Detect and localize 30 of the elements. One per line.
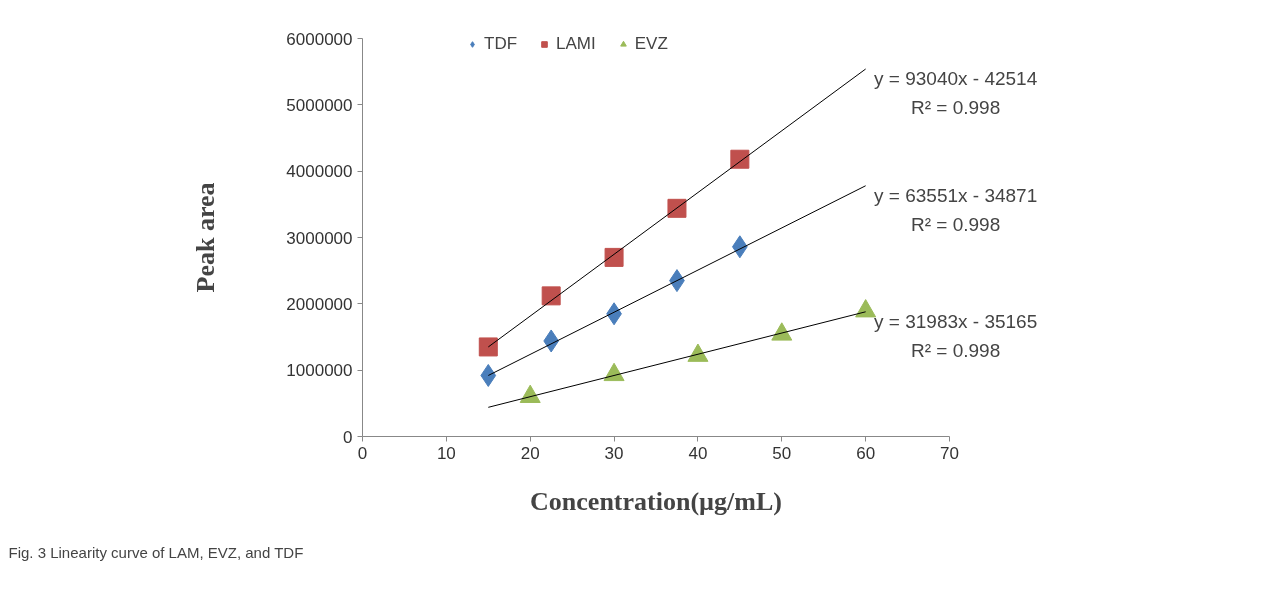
x-tick-label: 10 — [436, 443, 456, 463]
annotation: y = 63551x - 34871 R² = 0.998 — [874, 184, 1038, 235]
y-tick-label: 0 — [343, 427, 353, 447]
x-tick-label: 20 — [520, 443, 540, 463]
y-tick-label: 3000000 — [286, 228, 353, 248]
legend-label: TDF — [484, 34, 518, 54]
x-tick-label: 60 — [856, 443, 876, 463]
point — [604, 247, 624, 267]
x-tick-label: 0 — [357, 443, 368, 463]
legend-label: EVZ — [634, 34, 668, 54]
point — [541, 286, 561, 306]
y-tick-label: 5000000 — [286, 95, 353, 115]
caption: Fig. 3 Linearity curve of LAM, EVZ, and TDF — [8, 543, 304, 561]
y-axis-title: Peak area — [191, 182, 220, 293]
x-tick-label: 50 — [772, 443, 792, 463]
point — [480, 363, 497, 387]
legend-label: LAMI — [556, 34, 596, 54]
annotation: y = 31983x - 35165 R² = 0.998 — [874, 310, 1038, 361]
x-tick-label: 30 — [604, 443, 624, 463]
y-tick-label: 1000000 — [286, 361, 353, 381]
x-tick-label: 40 — [688, 443, 708, 463]
y-tick-label: 2000000 — [286, 294, 353, 314]
point — [667, 198, 687, 218]
y-tick-label: 6000000 — [286, 29, 353, 49]
x-tick-label: 70 — [940, 443, 959, 463]
y-tick-label: 4000000 — [286, 162, 353, 182]
annotation: y = 93040x - 42514 R² = 0.998 — [874, 67, 1038, 119]
point — [730, 149, 750, 169]
point — [478, 337, 498, 357]
x-axis-title: Concentration(µg/mL) — [530, 486, 782, 516]
